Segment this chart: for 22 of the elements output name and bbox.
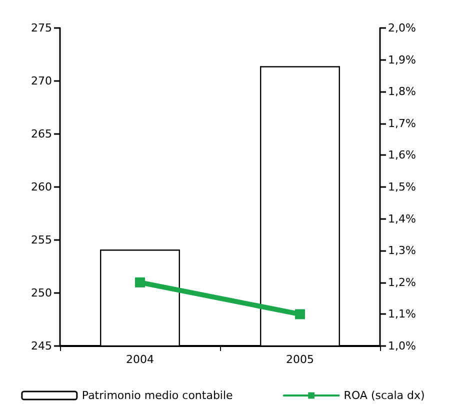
legend-label: Patrimonio medio contabile [82,389,234,402]
y2-tick-label: 1,8% [388,85,416,98]
y2-tick-label: 2,0% [388,22,416,34]
y-tick-label: 270 [31,74,52,88]
y-tick-label: 250 [31,286,52,300]
y-tick-label: 275 [31,22,52,34]
y-tick-label: 255 [31,234,52,246]
y-tick-label: 245 [31,340,52,352]
y-tick-label: 260 [31,180,52,194]
y2-tick-label: 1,4% [388,212,416,226]
y-tick-label: 265 [31,128,52,140]
y2-tick-label: 1,2% [388,276,416,289]
y2-tick-label: 1,3% [388,244,416,258]
y2-tick-label: 1,1% [388,308,416,321]
y2-tick-label: 1,0% [388,340,416,352]
y2-tick-label: 1,6% [388,148,416,162]
legend-label: ROA (scala dx) [344,389,425,402]
y2-tick-label: 1,7% [388,116,416,130]
y2-tick-label: 1,9% [388,53,416,66]
x-tick-label: 2004 [126,353,154,366]
x-tick-label: 2005 [286,353,314,366]
y2-tick-label: 1,5% [388,180,416,194]
